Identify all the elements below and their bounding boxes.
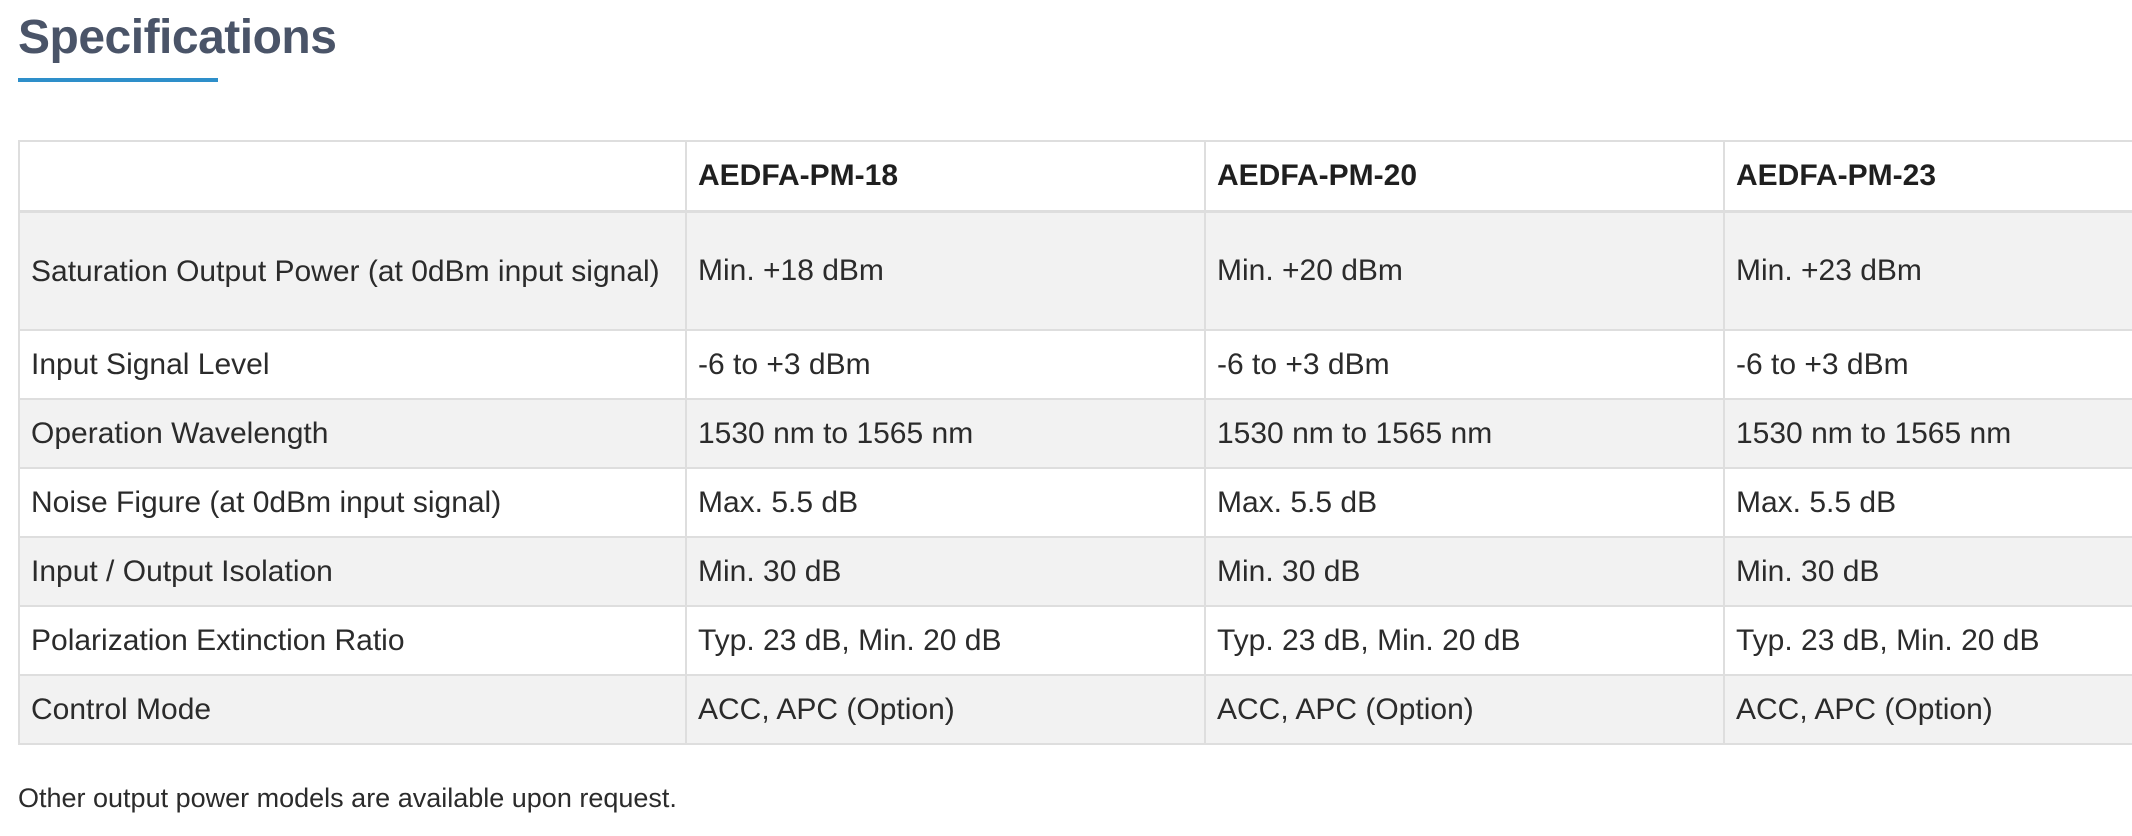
row-label: Saturation Output Power (at 0dBm input s… (18, 210, 687, 331)
table-row-polarization-extinction-ratio: Polarization Extinction Ratio Typ. 23 dB… (18, 605, 2132, 676)
table-header-row: AEDFA-PM-18 AEDFA-PM-20 AEDFA-PM-23 (18, 140, 2132, 213)
row-label: Noise Figure (at 0dBm input signal) (18, 467, 687, 538)
table-cell: 1530 nm to 1565 nm (685, 398, 1206, 469)
table-cell: Typ. 23 dB, Min. 20 dB (1204, 605, 1725, 676)
table-cell: Min. 30 dB (1204, 536, 1725, 607)
header-cell-blank (18, 140, 687, 213)
table-cell: ACC, APC (Option) (685, 674, 1206, 745)
table-cell: Min. +20 dBm (1204, 210, 1725, 331)
specifications-table: AEDFA-PM-18 AEDFA-PM-20 AEDFA-PM-23 Satu… (18, 140, 2132, 745)
table-row-noise-figure: Noise Figure (at 0dBm input signal) Max.… (18, 467, 2132, 538)
header-cell-aedfa-pm-18: AEDFA-PM-18 (685, 140, 1206, 213)
table-row-saturation-output-power: Saturation Output Power (at 0dBm input s… (18, 210, 2132, 331)
table-cell: Min. +18 dBm (685, 210, 1206, 331)
row-label: Operation Wavelength (18, 398, 687, 469)
table-cell: Min. 30 dB (685, 536, 1206, 607)
header-cell-aedfa-pm-20: AEDFA-PM-20 (1204, 140, 1725, 213)
table-cell: -6 to +3 dBm (685, 329, 1206, 400)
table-row-input-signal-level: Input Signal Level -6 to +3 dBm -6 to +3… (18, 329, 2132, 400)
row-label: Input Signal Level (18, 329, 687, 400)
table-row-operation-wavelength: Operation Wavelength 1530 nm to 1565 nm … (18, 398, 2132, 469)
table-cell: -6 to +3 dBm (1723, 329, 2132, 400)
table-cell: ACC, APC (Option) (1204, 674, 1725, 745)
table-cell: Max. 5.5 dB (1204, 467, 1725, 538)
table-cell: Min. 30 dB (1723, 536, 2132, 607)
table-cell: 1530 nm to 1565 nm (1204, 398, 1725, 469)
table-cell: Min. +23 dBm (1723, 210, 2132, 331)
page-title: Specifications (18, 11, 337, 64)
title-underline (18, 78, 218, 82)
table-cell: Max. 5.5 dB (685, 467, 1206, 538)
footnote: Other output power models are available … (18, 783, 677, 813)
table-cell: Typ. 23 dB, Min. 20 dB (1723, 605, 2132, 676)
table-cell: -6 to +3 dBm (1204, 329, 1725, 400)
table-row-isolation: Input / Output Isolation Min. 30 dB Min.… (18, 536, 2132, 607)
table-cell: 1530 nm to 1565 nm (1723, 398, 2132, 469)
row-label: Polarization Extinction Ratio (18, 605, 687, 676)
table-cell: Max. 5.5 dB (1723, 467, 2132, 538)
row-label: Input / Output Isolation (18, 536, 687, 607)
row-label: Control Mode (18, 674, 687, 745)
table-cell: Typ. 23 dB, Min. 20 dB (685, 605, 1206, 676)
header-cell-aedfa-pm-23: AEDFA-PM-23 (1723, 140, 2132, 213)
table-cell: ACC, APC (Option) (1723, 674, 2132, 745)
table-row-control-mode: Control Mode ACC, APC (Option) ACC, APC … (18, 674, 2132, 745)
